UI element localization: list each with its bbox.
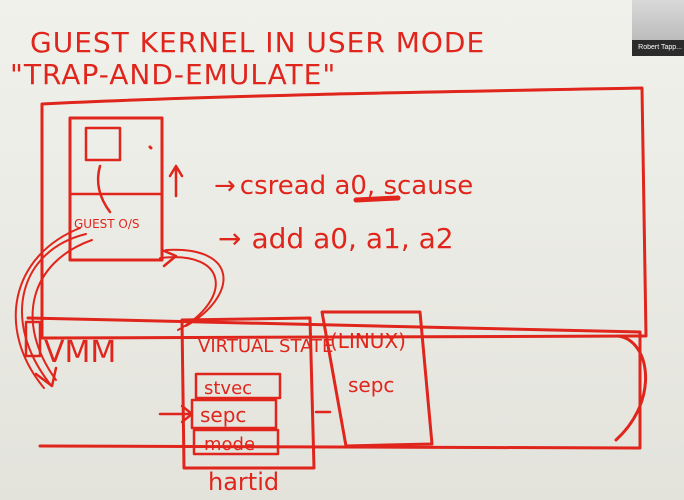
trap-arrow-2 [31, 239, 93, 381]
trap-arrow-head [34, 366, 58, 388]
vmm-right-bracket [614, 334, 648, 442]
return-arrow-2 [165, 248, 225, 327]
stvec-label: stvec [204, 378, 252, 399]
participant-video [632, 0, 684, 40]
board-title: GUEST KERNEL IN USER MODE [30, 26, 485, 59]
vmm-label: VMM [44, 335, 116, 370]
board-subtitle: "TRAP-AND-EMULATE" [10, 58, 336, 91]
stvec-field [194, 372, 282, 400]
guest-memory-box [68, 116, 164, 262]
a0-underline [353, 195, 401, 203]
linux-label: (LINUX) [330, 329, 406, 353]
sepc-label: sepc [200, 403, 246, 427]
vmm-left-marker [24, 320, 42, 358]
mode-label: mode [204, 434, 255, 455]
guest-os-label: GUEST O/S [74, 217, 140, 231]
linux-box [320, 310, 434, 448]
return-arrow-head [160, 248, 178, 268]
sepc-pointer-arrow [158, 404, 194, 424]
virtual-state-label: VIRTUAL STATE [198, 336, 333, 357]
up-arrow [168, 164, 184, 198]
program-arrow [96, 164, 112, 214]
hartid-label: hartid [208, 468, 279, 496]
linux-sepc-label: sepc [348, 373, 394, 397]
trap-arrow [21, 233, 87, 385]
virtual-state-box [180, 316, 316, 470]
vmm-region-box [26, 316, 642, 450]
instruction-csread: → csread a0, scause [214, 171, 473, 201]
instruction-add: → add a0, a1, a2 [218, 222, 454, 255]
participant-video-tile[interactable]: Robert Tapp... [632, 0, 684, 56]
trap-arrow-3 [14, 227, 81, 389]
participant-name-label: Robert Tapp... [638, 44, 682, 51]
mode-field [192, 428, 280, 456]
pc-dot [148, 145, 153, 150]
user-program-box [84, 126, 122, 162]
guest-region-box [40, 86, 648, 340]
